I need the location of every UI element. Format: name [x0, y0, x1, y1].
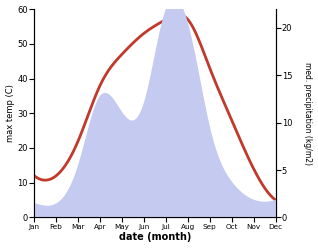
X-axis label: date (month): date (month)	[119, 232, 191, 243]
Y-axis label: med. precipitation (kg/m2): med. precipitation (kg/m2)	[303, 62, 313, 165]
Y-axis label: max temp (C): max temp (C)	[5, 84, 15, 142]
